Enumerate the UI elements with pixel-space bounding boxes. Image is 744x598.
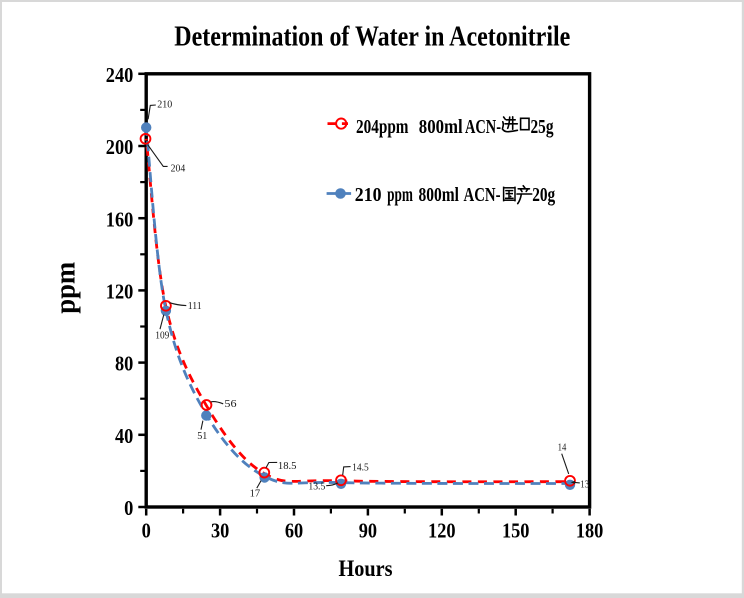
svg-text:109: 109 (155, 329, 169, 341)
svg-text:204ppm: 204ppm (356, 116, 409, 138)
svg-text:120: 120 (428, 519, 456, 543)
svg-text:800ml: 800ml (419, 116, 463, 138)
svg-text:ACN-: ACN- (465, 116, 501, 138)
svg-text:17: 17 (250, 488, 261, 500)
svg-text:200: 200 (106, 135, 134, 159)
svg-text:20g: 20g (532, 184, 555, 206)
svg-text:60: 60 (285, 519, 303, 543)
svg-text:18.5: 18.5 (278, 460, 297, 472)
svg-text:150: 150 (502, 519, 530, 543)
svg-text:120: 120 (106, 280, 134, 304)
svg-text:111: 111 (188, 300, 202, 312)
svg-text:40: 40 (115, 424, 133, 448)
svg-text:800ml: 800ml (419, 184, 460, 206)
svg-text:13.5: 13.5 (308, 481, 325, 493)
svg-text:240: 240 (106, 63, 134, 87)
svg-text:56: 56 (224, 398, 237, 410)
svg-text:210: 210 (157, 98, 172, 110)
svg-text:160: 160 (106, 207, 134, 231)
svg-text:51: 51 (197, 430, 207, 442)
svg-text:90: 90 (359, 519, 377, 543)
svg-text:ppm: ppm (51, 262, 82, 314)
svg-text:204: 204 (171, 162, 186, 174)
svg-text:80: 80 (115, 352, 133, 376)
svg-text:14: 14 (558, 441, 567, 453)
svg-text:Hours: Hours (339, 556, 393, 581)
svg-text:210: 210 (355, 184, 382, 206)
svg-text:ACN-: ACN- (464, 184, 501, 206)
svg-text:0: 0 (124, 496, 133, 520)
svg-text:0: 0 (142, 519, 151, 543)
svg-text:Determination of Water in Acet: Determination of Water in Acetonitrile (174, 21, 570, 52)
svg-text:14.5: 14.5 (352, 461, 369, 473)
svg-text:13: 13 (580, 478, 589, 490)
svg-text:ppm: ppm (387, 184, 413, 206)
svg-text:180: 180 (576, 519, 604, 543)
svg-text:25g: 25g (531, 116, 554, 138)
svg-text:30: 30 (211, 519, 229, 543)
